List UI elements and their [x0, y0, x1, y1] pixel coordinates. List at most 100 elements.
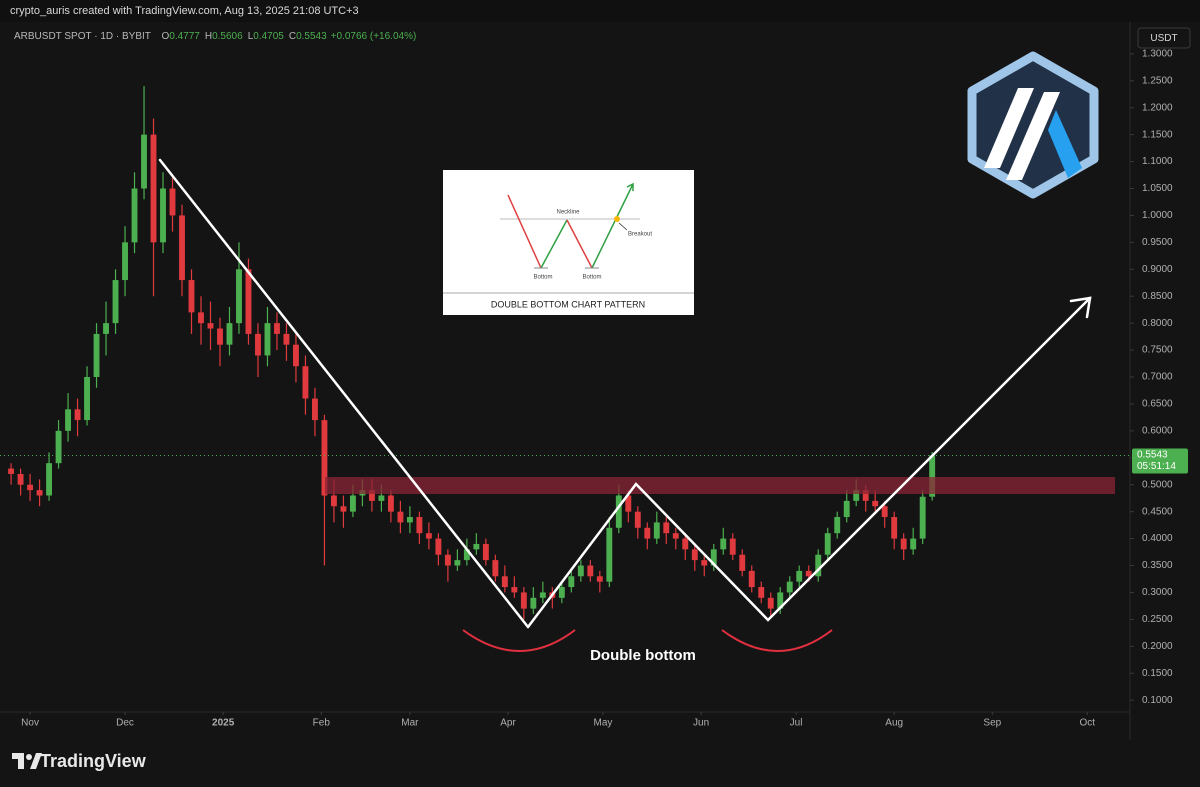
candle-body: [236, 269, 242, 324]
double-bottom-line: [526, 296, 1092, 629]
x-tick-label: Aug: [885, 718, 903, 729]
pattern-up: [591, 183, 634, 269]
candle-body: [179, 215, 185, 281]
neckline-label: Neckline: [556, 210, 580, 216]
ohlc-key: O: [161, 31, 169, 42]
brand-name: TradingView: [40, 751, 147, 771]
candle-body: [293, 344, 299, 367]
candle-body: [74, 409, 81, 421]
pattern-up: [540, 219, 568, 269]
y-tick-label: 0.6000: [1142, 426, 1173, 437]
y-tick-label: 0.5000: [1142, 479, 1173, 490]
candle-body: [587, 565, 594, 577]
candle-body: [330, 495, 337, 507]
candle-body: [188, 280, 195, 313]
candle-body: [169, 188, 176, 216]
downtrend-line: [158, 158, 530, 629]
x-tick-label: Apr: [500, 718, 516, 729]
y-tick-label: 0.3000: [1142, 587, 1173, 598]
candle-body: [644, 527, 651, 539]
candle-body: [796, 570, 803, 582]
arrow-head: [1069, 296, 1092, 319]
symbol: ARBUSDT SPOT · 1D · BYBIT: [14, 31, 151, 42]
candle-body: [720, 538, 727, 550]
last-price-box: [1132, 448, 1188, 474]
y-tick-label: 0.6500: [1142, 399, 1173, 410]
candle-body: [672, 533, 679, 539]
candle-body: [891, 517, 898, 539]
candle-body: [131, 188, 138, 243]
candle-body: [701, 560, 708, 566]
candle-body: [103, 323, 109, 334]
candle-body: [27, 484, 34, 491]
candle-body: [872, 500, 879, 507]
candle-body: [577, 565, 584, 577]
candle-body: [568, 576, 575, 588]
x-tick-label: Mar: [401, 718, 419, 729]
candle-body: [387, 495, 394, 512]
candle-body: [264, 323, 271, 356]
candle-body: [368, 490, 375, 501]
resistance-zone: [325, 477, 1115, 494]
candle-body: [406, 517, 413, 523]
x-tick-label: Sep: [983, 718, 1001, 729]
candle-body: [615, 495, 622, 528]
currency-box[interactable]: [1137, 27, 1191, 49]
breakout-dot: [614, 216, 620, 222]
candle-body: [274, 323, 280, 334]
ohlc-value: 0.4705: [253, 31, 284, 42]
candle-body: [492, 560, 499, 577]
brand: TradingView: [12, 751, 147, 771]
candle-body: [378, 495, 385, 501]
candle-body: [463, 549, 470, 561]
y-tick-label: 1.1500: [1142, 129, 1173, 140]
candle-body: [283, 333, 290, 345]
candle-body: [843, 500, 850, 518]
candle-body: [653, 522, 660, 539]
attribution: crypto_auris created with TradingView.co…: [10, 5, 359, 17]
x-tick-label: Dec: [116, 718, 134, 729]
candle-body: [349, 495, 356, 512]
bottom-arc: [462, 629, 576, 652]
candle-body: [501, 576, 508, 588]
candle-body: [682, 538, 689, 550]
candle-body: [596, 576, 603, 582]
candle-body: [558, 587, 565, 598]
y-tick-label: 0.1500: [1142, 668, 1173, 679]
candle-body: [862, 490, 869, 501]
candle-body: [530, 597, 537, 609]
y-tick-label: 0.2500: [1142, 614, 1173, 625]
candle-body: [881, 506, 888, 518]
bottom-label: Bottom: [533, 275, 552, 281]
candle-body: [834, 517, 841, 534]
y-tick-label: 1.0500: [1142, 183, 1173, 194]
bottom-arcs: [462, 629, 833, 652]
candle-body: [141, 134, 147, 189]
candle-body: [93, 333, 100, 378]
pattern-down: [566, 219, 593, 269]
candle-body: [824, 533, 831, 555]
candle-body: [539, 592, 546, 598]
drawings: [158, 158, 1092, 629]
y-tick-label: 0.8000: [1142, 318, 1173, 329]
candle-body: [910, 538, 917, 550]
breakout-pointer: [618, 222, 628, 231]
candle-body: [691, 549, 698, 561]
x-tick-label: Jul: [790, 718, 803, 729]
candle-body: [321, 420, 328, 496]
logo-stroke: [984, 88, 1034, 168]
y-tick-label: 1.1000: [1142, 156, 1173, 167]
x-tick-label: Oct: [1079, 718, 1095, 729]
candle-body: [853, 490, 860, 501]
last-price-label: 0.5543: [1137, 450, 1168, 461]
breakout-label: Breakout: [628, 232, 652, 238]
candle-body: [55, 430, 62, 464]
change: +0.0766 (+16.04%): [331, 31, 417, 42]
ohlc-value: 0.5606: [212, 31, 243, 42]
candle-body: [8, 468, 15, 474]
candle-body: [245, 269, 252, 334]
candle-body: [786, 581, 793, 593]
candle-body: [805, 570, 812, 577]
bottom-arc: [721, 629, 833, 652]
candle-body: [444, 554, 451, 566]
